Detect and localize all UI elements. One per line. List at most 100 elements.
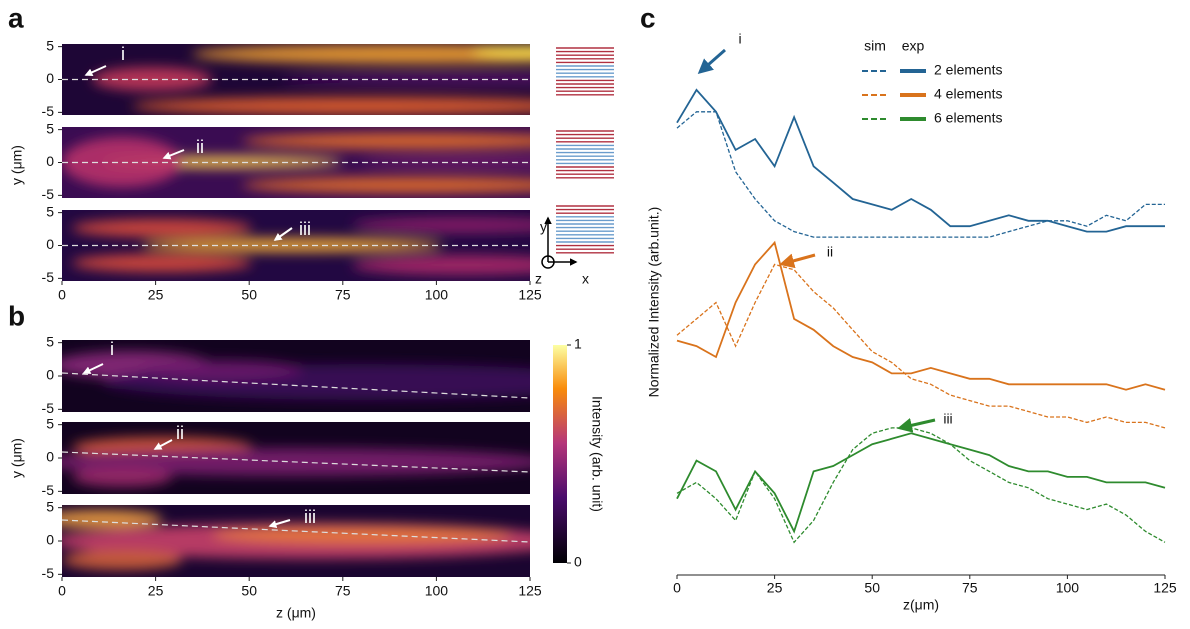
annotation: ii (827, 244, 833, 260)
y-tick-label: 0 (46, 449, 54, 465)
intensity-band (132, 97, 530, 115)
y-tick-label: 0 (46, 532, 54, 548)
y-tick-label: 5 (46, 120, 54, 136)
heatmap (62, 422, 530, 494)
legend-label: 2 elements (934, 62, 1002, 78)
intensity-band (142, 360, 302, 380)
legend-header: sim (864, 38, 886, 54)
annotation-arrow (82, 363, 104, 374)
colorbar-tick-label: 1 (574, 336, 582, 352)
x-axis-label: z(μm) (903, 597, 939, 613)
intensity-band (192, 44, 530, 64)
heatmap-intensity (62, 351, 530, 400)
intensity-band (72, 219, 252, 237)
y-axis-label: y (μm) (9, 438, 25, 478)
layer-inset (556, 205, 614, 254)
annotation: iii (299, 219, 311, 239)
exp-line (676, 240, 1166, 391)
annotation: ii (176, 423, 184, 443)
annotation-arrow (273, 227, 293, 241)
y-tick-label: 5 (46, 415, 54, 431)
x-tick-label: 0 (58, 583, 66, 599)
sim-line (676, 263, 1166, 429)
colorbar-tick-label: 0 (574, 554, 582, 570)
annotation: i (738, 31, 741, 47)
heatmap (62, 340, 530, 412)
annotation: ii (196, 137, 204, 157)
heatmap-intensity (72, 217, 530, 275)
x-tick-label: 0 (673, 580, 681, 596)
intensity-band (242, 177, 530, 193)
x-tick-label: 25 (148, 287, 164, 303)
layer-inset (556, 130, 614, 179)
intensity-band (472, 45, 530, 59)
y-tick-label: 5 (46, 498, 54, 514)
intensity-band (72, 467, 172, 487)
legend-label: 4 elements (934, 86, 1002, 102)
sim-line (676, 427, 1166, 544)
colorbar-label: Intensity (arb. unit) (589, 396, 605, 512)
intensity-band (72, 254, 252, 272)
y-tick-label: -5 (42, 482, 55, 498)
annotation: iii (943, 411, 952, 427)
annotation-arrow (897, 418, 936, 433)
annotation-arrow (153, 439, 173, 450)
x-axis-label: z (μm) (276, 605, 316, 621)
panel-label: a (8, 2, 24, 33)
heatmap-intensity (62, 510, 530, 570)
x-tick-label: 125 (1153, 580, 1177, 596)
legend-header: exp (902, 38, 925, 54)
y-tick-label: 0 (46, 153, 54, 169)
y-tick-label: 0 (46, 70, 54, 86)
annotation-arrow (697, 48, 726, 74)
y-tick-label: 5 (46, 37, 54, 53)
y-tick-label: -5 (42, 103, 55, 119)
layer-inset (556, 47, 614, 96)
x-tick-label: 75 (962, 580, 978, 596)
x-tick-label: 125 (518, 583, 542, 599)
trajectory-line (61, 519, 531, 543)
x-tick-label: 25 (148, 583, 164, 599)
intensity-band (242, 133, 530, 149)
axis-glyph-label: z (535, 271, 542, 287)
annotation: iii (304, 507, 316, 527)
x-tick-label: 125 (518, 287, 542, 303)
y-tick-label: -5 (42, 565, 55, 581)
intensity-band (352, 255, 530, 275)
y-tick-label: 0 (46, 367, 54, 383)
y-tick-label: 5 (46, 333, 54, 349)
y-axis-label: Normalized Intensity (arb.unit.) (646, 207, 662, 398)
annotation-arrow (162, 149, 185, 160)
sim-line (676, 111, 1165, 238)
x-tick-label: 75 (335, 287, 351, 303)
exp-line (676, 432, 1166, 534)
heatmap-intensity (62, 133, 530, 193)
x-tick-label: 50 (864, 580, 880, 596)
colorbar (553, 345, 567, 563)
intensity-band (352, 217, 530, 233)
axis-glyph (541, 255, 555, 269)
trajectory-line (61, 372, 531, 399)
y-tick-label: -5 (42, 269, 55, 285)
annotation-arrow (779, 253, 816, 269)
intensity-band (62, 510, 162, 528)
y-axis-label: y (μm) (9, 145, 25, 185)
axis-glyph-label: y (540, 219, 547, 235)
x-tick-label: 25 (767, 580, 783, 596)
x-tick-label: 50 (241, 287, 257, 303)
trajectory-line (61, 451, 531, 473)
annotation-arrow (84, 65, 107, 77)
annotation: i (121, 44, 125, 64)
x-tick-label: 0 (58, 287, 66, 303)
x-tick-label: 75 (335, 583, 351, 599)
annotation: i (110, 339, 114, 359)
y-tick-label: -5 (42, 400, 55, 416)
heatmap (62, 505, 530, 577)
annotation-arrow (268, 519, 291, 528)
x-tick-label: 100 (1056, 580, 1080, 596)
heatmap (62, 44, 530, 115)
axis-glyph-label: x (582, 271, 589, 287)
x-tick-label: 100 (425, 287, 449, 303)
y-tick-label: 5 (46, 203, 54, 219)
